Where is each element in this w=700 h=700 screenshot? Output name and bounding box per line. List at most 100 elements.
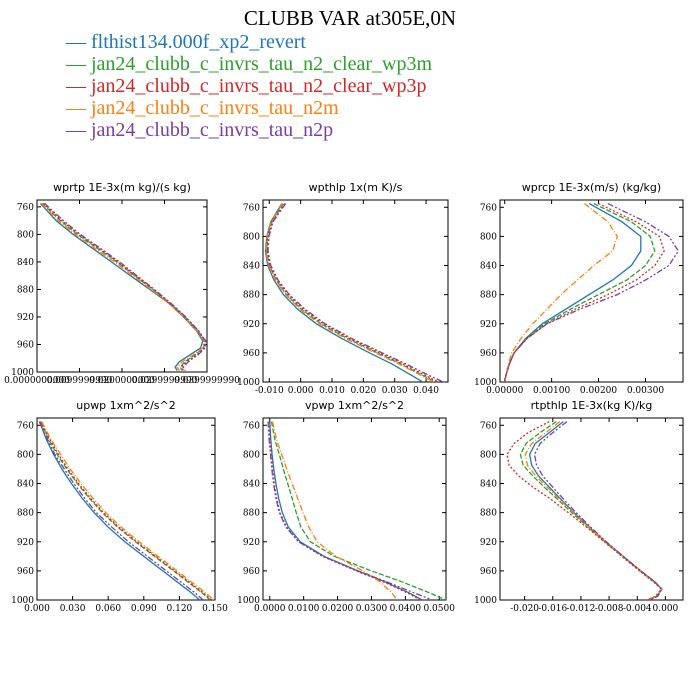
panel-title: wprcp 1E-3x(m/s) (kg/kg)	[522, 181, 661, 194]
legend-marker: —	[66, 119, 91, 141]
x-tick-label: -0.020	[510, 604, 539, 614]
legend-label: flthist134.000f_xp2_revert	[91, 31, 306, 53]
y-tick-label: 920	[243, 320, 260, 330]
x-tick-label: 0.040	[413, 386, 439, 396]
y-tick-label: 880	[17, 285, 34, 295]
series-line	[40, 421, 212, 600]
series-line	[38, 421, 201, 600]
x-tick-label: 0.0000	[254, 604, 286, 614]
series-line	[39, 202, 204, 371]
panel-title: wpthlp 1x(m K)/s	[309, 181, 403, 194]
series-line	[267, 421, 433, 600]
series-line	[38, 421, 204, 600]
y-tick-label: 1000	[474, 378, 497, 388]
series-line	[266, 203, 439, 382]
legend: — flthist134.000f_xp2_revert — jan24_clu…	[66, 31, 432, 141]
y-tick-label: 800	[243, 450, 260, 460]
legend-label: jan24_clubb_c_invrs_tau_n2p	[91, 119, 334, 141]
x-tick-label: 0.00200	[580, 386, 617, 396]
y-tick-label: 1000	[237, 378, 260, 388]
series-line	[270, 421, 446, 600]
plot-frame	[499, 199, 684, 383]
panel-title: rtpthlp 1E-3x(kg K)/kg	[531, 399, 653, 412]
x-tick-label: 0.0099999990	[47, 376, 113, 386]
legend-label: jan24_clubb_c_invrs_tau_n2_clear_wp3p	[91, 75, 427, 97]
plot-frame	[262, 199, 449, 383]
x-tick-label: -0.016	[538, 604, 567, 614]
y-tick-label: 960	[243, 349, 260, 359]
series-line	[269, 421, 423, 600]
x-tick-label: 0.000	[288, 386, 314, 396]
x-tick-label: 0.0500	[423, 604, 455, 614]
series-line	[504, 203, 680, 382]
series-line	[506, 421, 663, 600]
plot-frame	[262, 417, 447, 601]
x-tick-label: 0.00100	[533, 386, 570, 396]
x-tick-label: -0.010	[255, 386, 284, 396]
legend-item-4: — jan24_clubb_c_invrs_tau_n2m	[66, 97, 432, 119]
y-tick-label: 840	[480, 480, 497, 490]
series-line	[504, 203, 642, 382]
y-tick-label: 800	[17, 230, 34, 240]
x-tick-label: 0.0300	[356, 604, 388, 614]
series-line	[40, 421, 211, 600]
y-tick-label: 840	[243, 262, 260, 272]
y-tick-label: 1000	[11, 368, 34, 378]
x-tick-label: 0.030	[60, 604, 86, 614]
legend-label: jan24_clubb_c_invrs_tau_n2_clear_wp3m	[91, 53, 433, 75]
series-line	[504, 203, 619, 382]
x-tick-label: 0.120	[167, 604, 193, 614]
legend-label: jan24_clubb_c_invrs_tau_n2m	[91, 97, 339, 119]
y-tick-label: 880	[480, 509, 497, 519]
series-line	[267, 203, 444, 382]
y-tick-label: 760	[480, 421, 497, 431]
y-tick-label: 960	[243, 567, 260, 577]
series-line	[264, 203, 424, 382]
y-tick-label: 920	[17, 313, 34, 323]
y-tick-label: 880	[243, 509, 260, 519]
legend-marker: —	[66, 31, 91, 53]
x-tick-label: -0.004	[623, 604, 652, 614]
panel-title: wprtp 1E-3x(m kg)/(s kg)	[53, 181, 191, 194]
y-tick-label: 800	[243, 232, 260, 242]
y-tick-label: 920	[480, 538, 497, 548]
x-tick-label: 0.000	[24, 604, 50, 614]
x-tick-label: 0.090	[131, 604, 157, 614]
y-tick-label: 1000	[237, 596, 260, 606]
series-line	[504, 203, 665, 382]
chart-title: CLUBB VAR at305E,0N	[243, 6, 457, 30]
legend-item-3: — jan24_clubb_c_invrs_tau_n2_clear_wp3p	[66, 75, 432, 97]
y-tick-label: 920	[480, 320, 497, 330]
y-tick-label: 760	[243, 421, 260, 431]
legend-marker: —	[66, 75, 91, 97]
y-tick-label: 800	[480, 232, 497, 242]
series-line	[266, 203, 436, 382]
series-line	[40, 202, 205, 371]
y-tick-label: 960	[17, 340, 34, 350]
y-tick-label: 920	[243, 538, 260, 548]
plot-frame	[36, 417, 216, 601]
plot-frame	[499, 417, 684, 601]
x-tick-label: -0.012	[567, 604, 596, 614]
panel-title: upwp 1xm^2/s^2	[76, 399, 176, 412]
x-tick-label: 0.0399999990	[174, 376, 240, 386]
x-tick-label: 0.00300	[627, 386, 664, 396]
x-tick-label: 0.000	[653, 604, 679, 614]
series-line	[41, 202, 206, 371]
legend-item-2: — jan24_clubb_c_invrs_tau_n2_clear_wp3m	[66, 53, 432, 75]
x-tick-label: 0.150	[202, 604, 228, 614]
series-line	[271, 421, 398, 600]
series-line	[41, 421, 215, 600]
series-line	[265, 203, 435, 382]
x-tick-label: 0.020	[350, 386, 376, 396]
y-tick-label: 840	[17, 258, 34, 268]
x-tick-label: 0.00000	[486, 386, 523, 396]
x-tick-label: 0.0100	[288, 604, 320, 614]
y-tick-label: 880	[480, 291, 497, 301]
legend-marker: —	[66, 97, 91, 119]
y-tick-label: 960	[480, 567, 497, 577]
y-tick-label: 960	[480, 349, 497, 359]
x-tick-label: 0.0400	[390, 604, 422, 614]
series-line	[519, 421, 663, 600]
